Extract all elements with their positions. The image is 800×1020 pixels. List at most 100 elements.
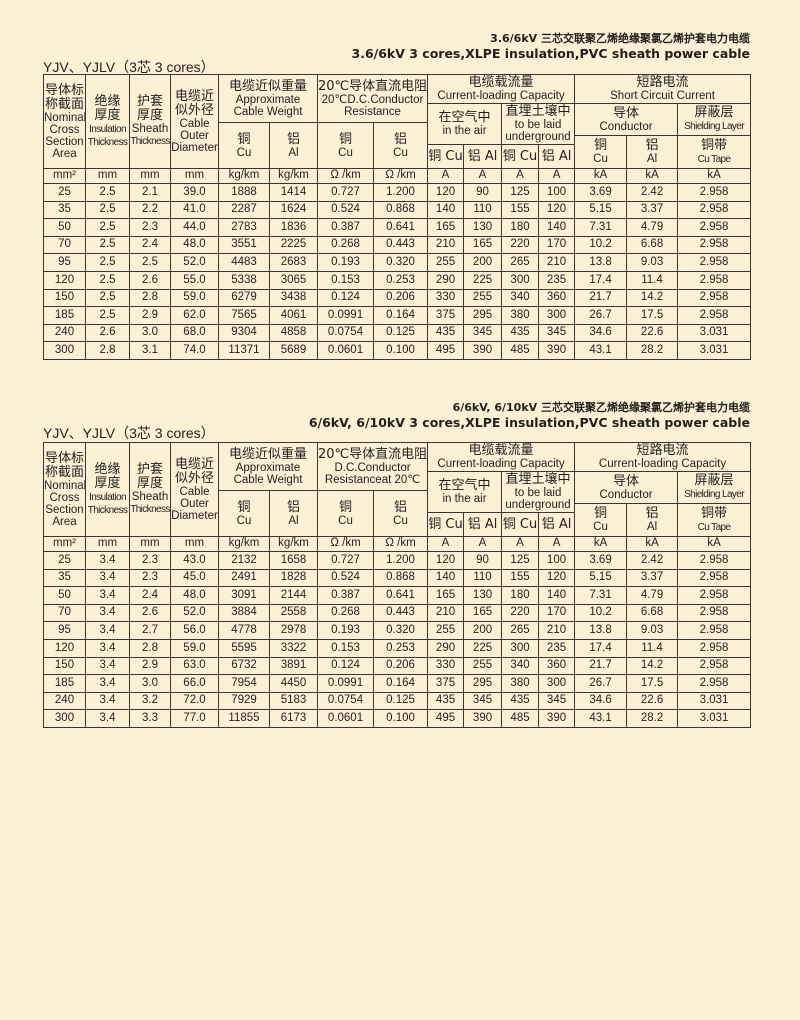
table-cell: 2.5	[129, 253, 171, 272]
table-row: 185 2.5 2.9 62.0 7565 4061 0.0991 0.164 375 295 38…	[43, 306, 752, 325]
table-cell: 345	[538, 323, 576, 343]
table-cell: 0.253	[373, 638, 429, 658]
table-cell: 95	[43, 621, 86, 640]
table-cell: 14.2	[626, 288, 679, 308]
header-conductor-al: 铝 Al	[626, 503, 679, 537]
table-cell: 0.193	[317, 253, 375, 272]
table-row: 300 3.4 3.3 77.0 11855 6173 0.0601 0.100 495 390 4…	[43, 709, 752, 728]
table-cell: 10.2	[574, 235, 628, 255]
header-dc-resistance: 20℃导体直流电阻 20℃D.C.Conductor Resistance	[317, 74, 429, 123]
table-cell: 290	[427, 270, 465, 290]
header-line: to be laid	[514, 487, 562, 499]
header-conductor-cu: 铜 Cu	[574, 503, 628, 537]
header-line: 铝 Al	[541, 516, 572, 532]
unit-cell: kg/km	[268, 536, 319, 552]
table-cell: 0.100	[373, 709, 429, 728]
table-cell: 155	[501, 200, 540, 220]
table-cell: 3.4	[85, 551, 130, 570]
header-line: 铜 Cu	[502, 148, 538, 164]
table-cell: 120	[43, 270, 86, 290]
header-line: 短路电流	[636, 75, 689, 90]
table-cell: 390	[538, 341, 576, 360]
table-cell: 0.164	[373, 306, 429, 325]
table-cell: 0.0991	[317, 306, 375, 325]
table-row: 50 3.4 2.4 48.0 3091 2144 0.387 0.641 165 130 180 1…	[43, 586, 752, 605]
table-cell: 435	[427, 323, 465, 343]
header-line: 在空气中	[438, 478, 491, 493]
table-cell: 2.958	[677, 306, 752, 325]
header-line: Cable Weight	[233, 473, 303, 486]
table-cell: 185	[43, 674, 86, 693]
table-row: 120 3.4 2.8 59.0 5595 3322 0.153 0.253 290 225 300…	[43, 638, 752, 658]
header-line: Short Circuit Current	[610, 90, 715, 102]
table-cell: 6732	[218, 656, 270, 676]
table-cell: 4061	[268, 306, 319, 325]
header-line: 铜	[237, 131, 251, 147]
table-cell: 0.206	[373, 288, 429, 308]
table-cell: 2.958	[677, 586, 752, 605]
table-cell: 35	[43, 200, 86, 220]
table-cell: 0.443	[373, 603, 429, 623]
table-cell: 90	[463, 183, 503, 202]
table-cell: 1658	[268, 551, 319, 570]
table-cell: 0.0601	[317, 341, 375, 360]
header-line: Current-loading Capacity	[598, 458, 727, 470]
table-row: 25 3.4 2.3 43.0 2132 1658 0.727 1.200 120 90 125 10…	[43, 551, 752, 570]
table-cell: 55.0	[170, 270, 219, 290]
header-line: Cable Weight	[233, 105, 303, 118]
table-cell: 2.958	[677, 183, 752, 202]
table-cell: 28.2	[626, 341, 679, 360]
table-cell: 1624	[268, 200, 319, 220]
table-cell: 180	[501, 586, 540, 605]
unit-cell: A	[463, 536, 503, 552]
table-cell: 185	[43, 306, 86, 325]
header-line: 铜	[237, 499, 251, 515]
table-cell: 3.4	[85, 691, 130, 711]
table-cell: 7.31	[574, 218, 628, 237]
header-line: Al	[288, 146, 299, 159]
table-cell: 0.641	[373, 218, 429, 237]
header-line: 在空气中	[438, 110, 491, 125]
table-cell: 2.4	[129, 586, 171, 605]
table2-title-zh: 6/6kV, 6/10kV 三芯交联聚乙烯绝缘聚氯乙烯护套电力电缆	[452, 401, 750, 414]
table-cell: 295	[463, 306, 503, 325]
unit-cell: A	[538, 536, 576, 552]
table-cell: 2.2	[129, 200, 171, 220]
table-cell: 210	[538, 253, 576, 272]
header-shielding-layer: 屏蔽层 Shielding Layer	[677, 471, 752, 504]
header-air-al: 铝 Al	[463, 512, 503, 537]
header-line: Thickness	[130, 504, 170, 515]
header-line: 20℃导体直流电阻	[318, 78, 428, 94]
header-line: 铜 Cu	[502, 516, 538, 532]
table-cell: 17.4	[574, 270, 628, 290]
header-resistance-cu: 铜 Cu	[317, 122, 375, 169]
table-cell: 44.0	[170, 218, 219, 237]
header-shielding-layer: 屏蔽层 Shielding Layer	[677, 103, 752, 136]
header-line: Nominal	[44, 479, 86, 492]
table-cell: 165	[463, 235, 503, 255]
header-line: 屏蔽层	[694, 473, 734, 488]
table-cell: 300	[501, 638, 540, 658]
table-cell: 2.3	[129, 551, 171, 570]
table-cell: 340	[501, 288, 540, 308]
unit-cell: A	[501, 536, 540, 552]
table-cell: 2.958	[677, 288, 752, 308]
table-row: 35 2.5 2.2 41.0 2287 1624 0.524 0.868 140 110 155 1…	[43, 200, 752, 220]
table-cell: 255	[427, 253, 465, 272]
header-line: 铜 Cu	[428, 148, 463, 164]
header-line: 铜	[594, 138, 608, 153]
header-line: Al	[288, 514, 299, 527]
table-cell: 120	[427, 183, 465, 202]
table-cell: 140	[538, 586, 576, 605]
table-cell: 2.8	[129, 288, 171, 308]
table-cell: 2.5	[85, 218, 130, 237]
header-line: Sheath	[131, 491, 169, 503]
header-line: Approximate	[235, 461, 301, 474]
table-cell: 2.5	[85, 235, 130, 255]
table-cell: 220	[501, 603, 540, 623]
header-line: Insulation	[89, 123, 126, 135]
table-cell: 50	[43, 218, 86, 237]
table-cell: 300	[501, 270, 540, 290]
table-cell: 2.958	[677, 235, 752, 255]
